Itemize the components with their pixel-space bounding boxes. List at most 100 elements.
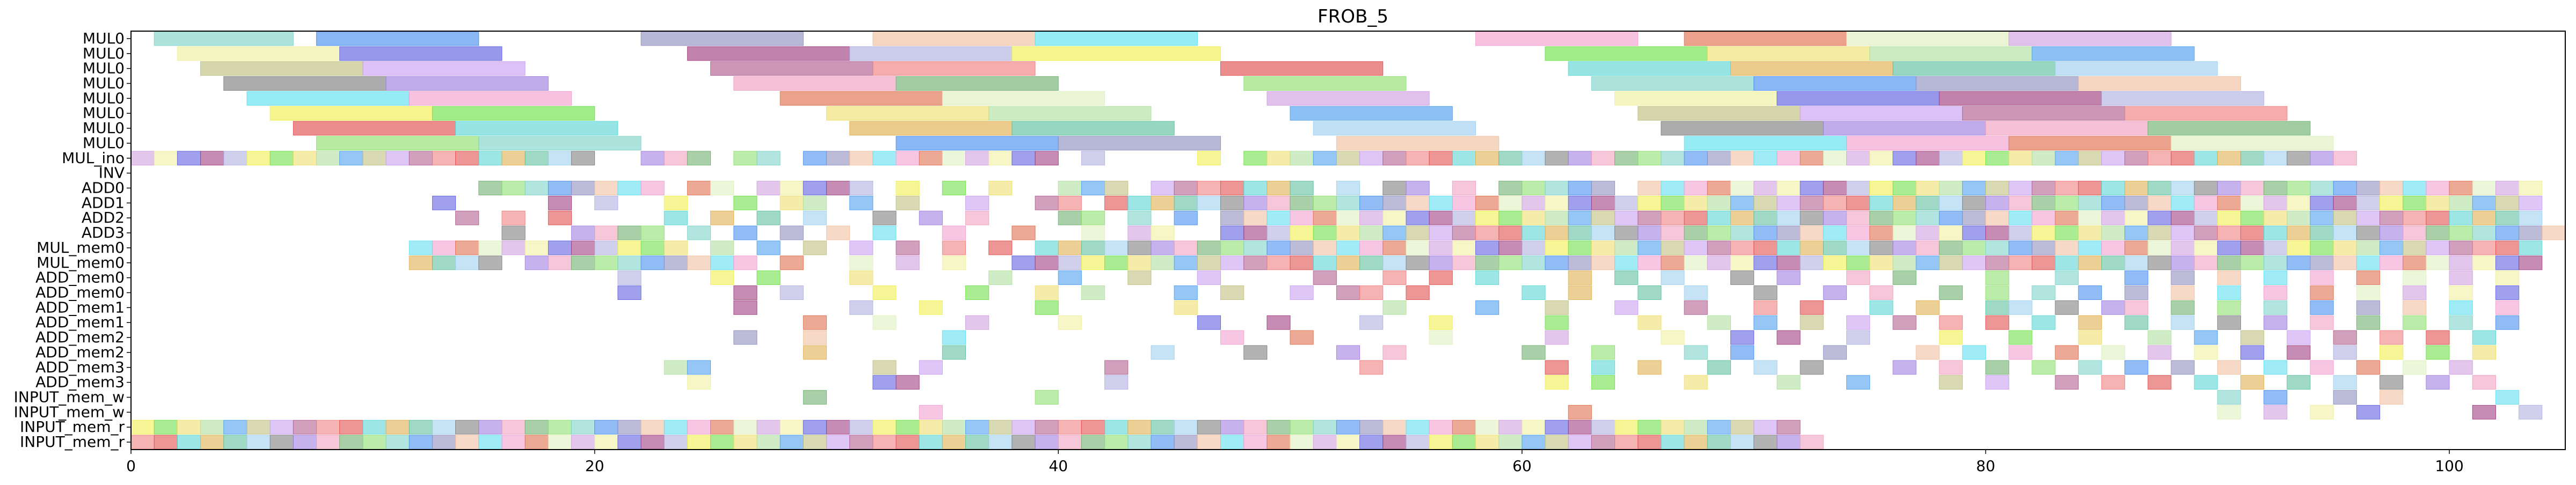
task-cell (1638, 285, 1662, 300)
task-cell (2148, 240, 2172, 255)
task-cell (1498, 435, 1523, 450)
task-bar (1846, 31, 2010, 46)
task-cell (2495, 181, 2520, 196)
task-cell (1893, 240, 1917, 255)
task-cell (1568, 285, 1592, 300)
task-cell (1638, 181, 1662, 196)
task-cell (2101, 240, 2126, 255)
task-cell (2310, 360, 2334, 375)
task-cell (1661, 181, 1685, 196)
task-bar (1684, 136, 1847, 151)
task-cell (2124, 315, 2149, 330)
task-bar (2101, 91, 2265, 106)
task-cell (1800, 181, 1824, 196)
task-cell (710, 181, 734, 196)
task-cell (2009, 300, 2033, 315)
task-cell (2217, 270, 2241, 285)
task-cell (2449, 225, 2473, 240)
task-cell (1174, 195, 1198, 210)
task-cell (2287, 151, 2311, 166)
task-cell (756, 270, 781, 285)
task-cell (1290, 285, 1314, 300)
task-cell (1591, 210, 1616, 225)
task-cell (2124, 181, 2149, 196)
task-cell (872, 225, 897, 240)
task-cell (1359, 360, 1384, 375)
task-cell (1429, 225, 1453, 240)
task-cell (1753, 420, 1778, 435)
task-cell (1916, 210, 1940, 225)
task-cell (2356, 300, 2381, 315)
task-cell (200, 435, 224, 450)
task-cell (1243, 151, 1268, 166)
task-cell (1962, 151, 1986, 166)
task-cell (1614, 270, 1639, 285)
bars-layer (130, 31, 2566, 450)
row-label: ADD_mem1 (35, 298, 125, 316)
task-cell (1220, 435, 1245, 450)
task-bar (1661, 121, 1824, 136)
task-cell (2310, 300, 2334, 315)
task-cell (1730, 210, 1755, 225)
task-cell (687, 255, 711, 270)
task-cell (1823, 151, 1847, 166)
task-cell (1197, 151, 1221, 166)
task-cell (2495, 390, 2520, 405)
task-cell (1777, 225, 1801, 240)
task-cell (1916, 255, 1940, 270)
task-cell (1406, 255, 1430, 270)
task-bar (1869, 46, 2033, 61)
task-cell (2217, 315, 2241, 330)
task-cell (2472, 375, 2496, 390)
task-cell (293, 435, 317, 450)
task-cell (432, 435, 456, 450)
task-cell (2403, 255, 2427, 270)
task-cell (1962, 181, 1986, 196)
task-cell (2403, 195, 2427, 210)
task-bar (1638, 106, 1801, 121)
task-cell (1452, 181, 1476, 196)
task-cell (849, 240, 874, 255)
task-cell (1197, 435, 1221, 450)
task-cell (1545, 151, 1569, 166)
task-cell (1290, 210, 1314, 225)
task-cell (664, 435, 688, 450)
task-bar (1243, 76, 1407, 91)
task-cell (2356, 360, 2381, 375)
task-cell (1035, 240, 1059, 255)
task-cell (1753, 195, 1778, 210)
task-bar (246, 91, 410, 106)
task-cell (942, 330, 966, 345)
task-cell (2287, 345, 2311, 360)
task-cell (919, 360, 943, 375)
task-cell (316, 420, 340, 435)
task-cell (1452, 420, 1476, 435)
task-cell (2009, 240, 2033, 255)
task-cell (1498, 255, 1523, 270)
task-cell (2310, 181, 2334, 196)
task-cell (803, 151, 827, 166)
task-cell (1661, 435, 1685, 450)
task-cell (1893, 315, 1917, 330)
task-cell (1081, 255, 1105, 270)
task-cell (2519, 181, 2543, 196)
task-cell (1382, 181, 1407, 196)
task-cell (1777, 181, 1801, 196)
task-cell (1475, 151, 1500, 166)
task-cell (2148, 195, 2172, 210)
task-cell (1800, 210, 1824, 225)
task-cell (501, 420, 526, 435)
task-cell (1382, 151, 1407, 166)
task-bar (432, 106, 595, 121)
task-cell (2449, 210, 2473, 225)
task-cell (1846, 255, 1871, 270)
task-cell (2078, 210, 2102, 225)
task-cell (1498, 225, 1523, 240)
task-cell (826, 225, 850, 240)
task-cell (2217, 181, 2241, 196)
task-cell (1985, 195, 2010, 210)
task-cell (919, 405, 943, 420)
task-cell (1753, 151, 1778, 166)
task-cell (1939, 330, 1963, 345)
